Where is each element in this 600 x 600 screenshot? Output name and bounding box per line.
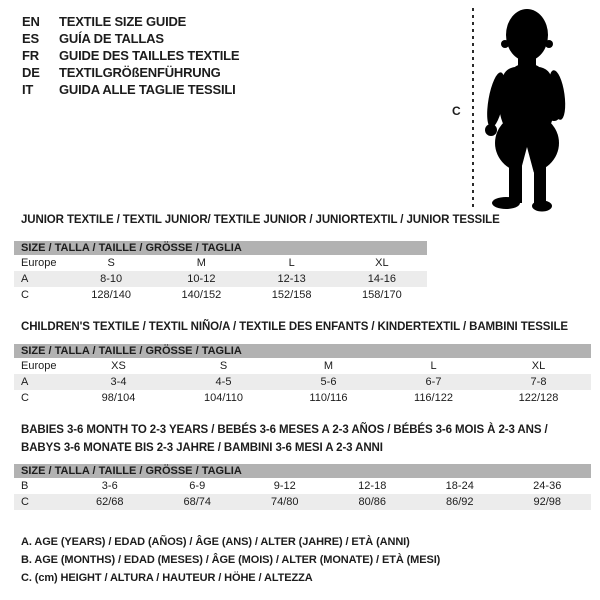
table-cell: 3-4 xyxy=(110,376,127,388)
table-cell: 4-5 xyxy=(215,376,232,388)
table-cell: 9-12 xyxy=(273,480,296,492)
table-cell: A xyxy=(21,376,29,388)
language-row: ES GUÍA DE TALLAS xyxy=(22,30,239,47)
table-cell: 80/86 xyxy=(358,496,387,508)
table-cell: 104/110 xyxy=(204,392,243,404)
table-row: Europe S M L XL xyxy=(14,255,427,271)
table-cell: 128/140 xyxy=(91,289,131,301)
size-header-bar: SIZE / TALLA / TAILLE / GRÖSSE / TAGLIA xyxy=(14,464,591,478)
table-cell: 8-10 xyxy=(100,273,123,285)
table-cell: Europe xyxy=(21,360,57,372)
table-cell: 86/92 xyxy=(445,496,474,508)
language-title: GUIDA ALLE TAGLIE TESSILI xyxy=(59,82,236,97)
size-header-bar: SIZE / TALLA / TAILLE / GRÖSSE / TAGLIA xyxy=(14,344,591,358)
language-title: TEXTILE SIZE GUIDE xyxy=(59,14,187,29)
table-cell: S xyxy=(219,360,228,372)
table-cell: M xyxy=(196,257,206,269)
table-row: A 3-4 4-5 5-6 6-7 7-8 xyxy=(14,374,591,390)
babies-section-title-line2: BABYS 3-6 MONATE BIS 2-3 JAHRE / BAMBINI… xyxy=(21,442,383,454)
language-code: DE xyxy=(22,65,40,80)
table-row: C 98/104 104/110 110/116 116/122 122/128 xyxy=(14,390,591,406)
height-measure-line xyxy=(472,8,474,208)
language-title-list: EN TEXTILE SIZE GUIDE ES GUÍA DE TALLAS … xyxy=(22,13,240,98)
junior-section-title: JUNIOR TEXTILE / TEXTIL JUNIOR/ TEXTILE … xyxy=(21,214,500,226)
table-cell: 6-9 xyxy=(189,480,206,492)
height-measure-label: C xyxy=(452,104,461,118)
language-row: DE TEXTILGRÖßENFÜHRUNG xyxy=(22,64,239,81)
table-cell: 12-18 xyxy=(358,480,387,492)
language-title: GUÍA DE TALLAS xyxy=(59,31,164,46)
table-cell: 68/74 xyxy=(183,496,212,508)
language-code: IT xyxy=(22,82,34,97)
table-cell: 6-7 xyxy=(425,376,442,388)
table-cell: 5-6 xyxy=(320,376,337,388)
language-code: ES xyxy=(22,31,39,46)
table-cell: C xyxy=(21,289,29,301)
table-cell: 74/80 xyxy=(270,496,299,508)
footnote-age-months: B. AGE (MONTHS) / EDAD (MESES) / ÂGE (MO… xyxy=(21,554,441,566)
toddler-silhouette-image xyxy=(485,9,566,212)
table-cell: 10-12 xyxy=(187,273,216,285)
footnote-age-years: A. AGE (YEARS) / EDAD (AÑOS) / ÂGE (ANS)… xyxy=(21,536,410,548)
table-cell: 3-6 xyxy=(101,480,118,492)
table-cell: 14-16 xyxy=(367,273,396,285)
table-cell: 62/68 xyxy=(95,496,124,508)
table-cell: S xyxy=(107,257,115,269)
footnote-height-cm: C. (cm) HEIGHT / ALTURA / HAUTEUR / HÖHE… xyxy=(21,572,313,584)
table-cell: M xyxy=(323,360,334,372)
language-code: EN xyxy=(22,14,40,29)
size-header-bar: SIZE / TALLA / TAILLE / GRÖSSE / TAGLIA xyxy=(14,241,427,255)
language-code: FR xyxy=(22,48,39,63)
language-row: IT GUIDA ALLE TAGLIE TESSILI xyxy=(22,81,239,98)
language-title: TEXTILGRÖßENFÜHRUNG xyxy=(59,65,221,80)
table-cell: 18-24 xyxy=(445,480,474,492)
table-cell: B xyxy=(21,480,29,492)
table-row: Europe XS S M L XL xyxy=(14,358,591,374)
table-cell: C xyxy=(21,496,29,508)
table-cell: C xyxy=(21,392,29,404)
language-title: GUIDE DES TAILLES TEXTILE xyxy=(59,48,240,63)
childrens-size-table: SIZE / TALLA / TAILLE / GRÖSSE / TAGLIA … xyxy=(14,344,591,406)
table-cell: 110/116 xyxy=(309,392,348,404)
table-cell: L xyxy=(430,360,437,372)
babies-section-title-line1: BABIES 3-6 MONTH TO 2-3 YEARS / BEBÉS 3-… xyxy=(21,424,548,436)
table-cell: 140/152 xyxy=(181,289,222,301)
table-cell: XL xyxy=(531,360,546,372)
babies-size-table: SIZE / TALLA / TAILLE / GRÖSSE / TAGLIA … xyxy=(14,464,591,510)
table-cell: 24-36 xyxy=(533,480,562,492)
table-cell: A xyxy=(21,273,29,285)
table-cell: 152/158 xyxy=(271,289,312,301)
table-cell: 122/128 xyxy=(518,392,559,404)
table-row: C 128/140 140/152 152/158 158/170 xyxy=(14,287,427,303)
junior-size-table: SIZE / TALLA / TAILLE / GRÖSSE / TAGLIA … xyxy=(14,241,427,303)
table-cell: L xyxy=(288,257,295,269)
table-cell: 7-8 xyxy=(530,376,547,388)
table-row: A 8-10 10-12 12-13 14-16 xyxy=(14,271,427,287)
table-row: C 62/68 68/74 74/80 80/86 86/92 92/98 xyxy=(14,494,591,510)
language-row: FR GUIDE DES TAILLES TEXTILE xyxy=(22,47,240,64)
table-cell: 98/104 xyxy=(101,392,136,404)
table-row: B 3-6 6-9 9-12 12-18 18-24 24-36 xyxy=(14,478,591,494)
language-row: EN TEXTILE SIZE GUIDE xyxy=(22,13,239,30)
table-cell: Europe xyxy=(21,257,57,269)
table-cell: 92/98 xyxy=(533,496,562,508)
table-cell: XL xyxy=(375,257,389,269)
table-cell: XS xyxy=(111,360,126,372)
table-cell: 116/122 xyxy=(414,392,453,404)
table-cell: 12-13 xyxy=(277,273,306,285)
childrens-section-title: CHILDREN'S TEXTILE / TEXTIL NIÑO/A / TEX… xyxy=(21,321,568,333)
table-cell: 158/170 xyxy=(361,289,402,301)
